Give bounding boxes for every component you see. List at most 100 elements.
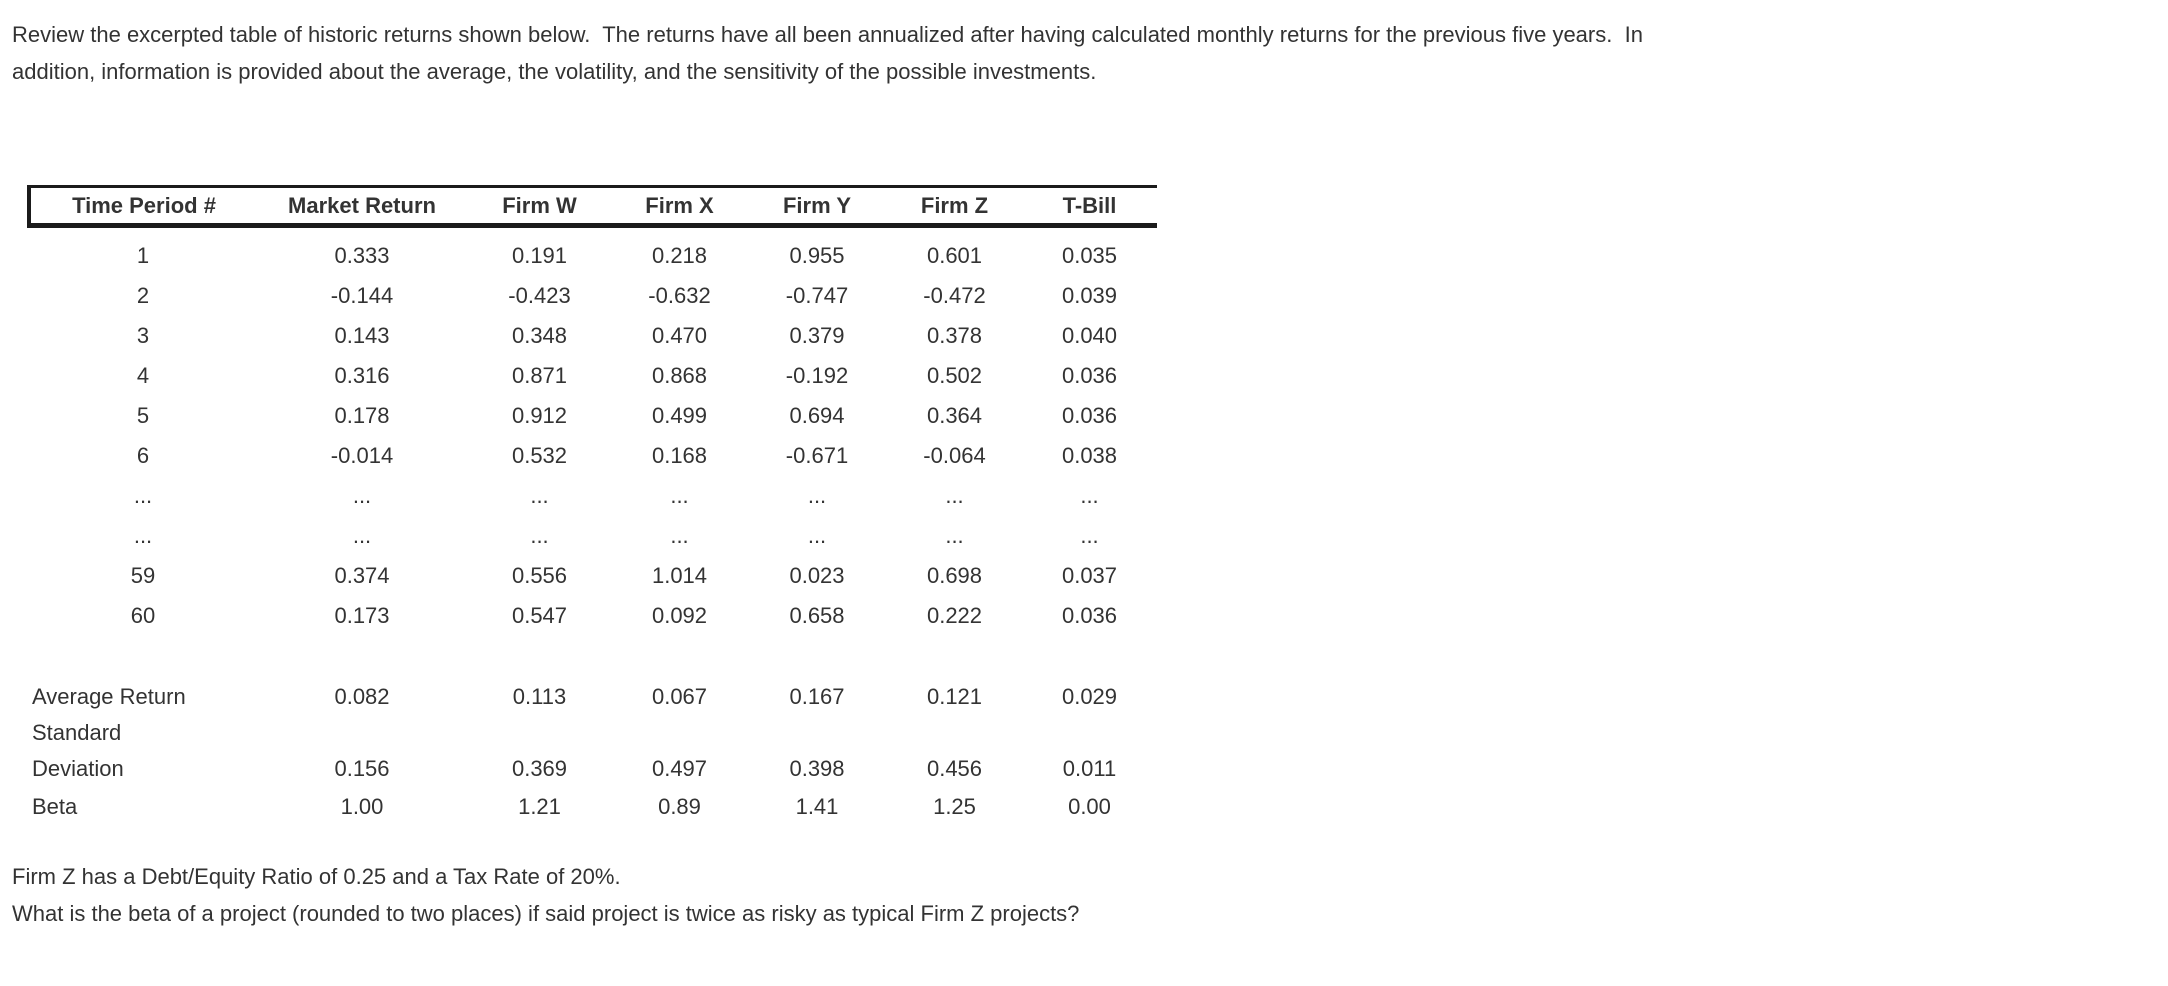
table-cell: 0.868 xyxy=(651,363,708,388)
summary-cell: 0.398 xyxy=(789,756,845,781)
table-cell: 0.040 xyxy=(1061,323,1118,348)
table-cell: 0.038 xyxy=(1061,443,1118,468)
summary-label: Standard xyxy=(32,720,122,745)
column-header: Firm W xyxy=(467,185,612,228)
summary-cell: 1.00 xyxy=(340,794,384,819)
table-cell: ... xyxy=(1080,483,1099,508)
summary-cell xyxy=(747,715,887,751)
summary-cell: 0.167 xyxy=(789,684,845,709)
footer-line-2: What is the beta of a project (rounded t… xyxy=(12,901,1080,926)
table-cell: 0.036 xyxy=(1061,603,1118,628)
summary-cell: 1.21 xyxy=(518,794,561,819)
table-cell: 0.316 xyxy=(334,363,390,388)
table-cell: 0.222 xyxy=(926,603,983,628)
table-cell: 0.532 xyxy=(511,443,568,468)
header-row: Time Period # Market Return Firm W Firm X Fi… xyxy=(27,185,1157,228)
table-cell: ... xyxy=(945,523,964,548)
table-cell: 0.036 xyxy=(1061,403,1118,428)
table-cell: 0.173 xyxy=(334,603,390,628)
table-cell: 0.871 xyxy=(511,363,568,388)
table-cell: ... xyxy=(352,523,372,548)
table-cell: ... xyxy=(670,483,689,508)
table-cell: 0.218 xyxy=(651,243,708,268)
table-row: 6 -0.014 0.532 0.168 -0.671 -0.064 0.038 xyxy=(29,436,1157,476)
question-footer: Firm Z has a Debt/Equity Ratio of 0.25 a… xyxy=(12,858,1079,932)
table-cell: ... xyxy=(807,483,827,508)
table-row: 3 0.143 0.348 0.470 0.379 0.378 0.040 xyxy=(29,316,1157,356)
table-cell: 0.658 xyxy=(789,603,845,628)
table-row: ..................... xyxy=(29,476,1157,516)
summary-row: Beta 1.00 1.21 0.89 1.41 1.25 0.00 xyxy=(29,787,1157,827)
summary-row: Standard xyxy=(29,715,1157,751)
table-row: 4 0.316 0.871 0.868 -0.192 0.502 0.036 xyxy=(29,356,1157,396)
table-cell: 0.379 xyxy=(789,323,845,348)
intro-line-2: addition, information is provided about … xyxy=(12,59,1097,84)
table-cell: ... xyxy=(133,523,153,548)
spacer-row xyxy=(29,636,1157,679)
table-cell: 0.168 xyxy=(651,443,708,468)
table-cell: 0.039 xyxy=(1061,283,1118,308)
footer-line-1: Firm Z has a Debt/Equity Ratio of 0.25 a… xyxy=(12,864,621,889)
column-header: T-Bill xyxy=(1022,185,1157,228)
table-cell: 0.698 xyxy=(926,563,983,588)
summary-row: Deviation 0.156 0.369 0.497 0.398 0.456 0.011 xyxy=(29,751,1157,787)
summary-label: Beta xyxy=(32,794,78,819)
summary-cell: 0.156 xyxy=(334,756,390,781)
column-header: Firm Z xyxy=(887,185,1022,228)
table-cell: 0.037 xyxy=(1061,563,1118,588)
table-cell: ... xyxy=(807,523,827,548)
table-cell: -0.671 xyxy=(785,443,849,468)
table-cell: 0.955 xyxy=(789,243,845,268)
table-cell: 0.499 xyxy=(651,403,708,428)
table-cell: ... xyxy=(352,483,372,508)
summary-label: Deviation xyxy=(32,756,124,781)
table-cell: 5 xyxy=(136,403,150,428)
summary-cell: 0.121 xyxy=(926,684,983,709)
spacer-row xyxy=(29,226,1157,237)
table-cell: 0.333 xyxy=(334,243,390,268)
table-row: 1 0.333 0.191 0.218 0.955 0.601 0.035 xyxy=(29,236,1157,276)
table-cell: 0.036 xyxy=(1061,363,1118,388)
table-cell: 0.601 xyxy=(926,243,983,268)
returns-table-body: 1 0.333 0.191 0.218 0.955 0.601 0.035 2 -0.144 -0… xyxy=(29,226,1157,828)
summary-cell xyxy=(887,715,1022,751)
summary-cell: 1.25 xyxy=(933,794,976,819)
summary-cell xyxy=(612,715,747,751)
summary-cell: 0.011 xyxy=(1062,756,1117,781)
table-cell: 0.348 xyxy=(511,323,568,348)
table-cell: -0.014 xyxy=(330,443,394,468)
table-cell: 2 xyxy=(136,283,150,308)
column-header: Firm Y xyxy=(747,185,887,228)
table-cell: 4 xyxy=(136,363,150,388)
table-cell: ... xyxy=(530,483,549,508)
summary-row: Average Return 0.082 0.113 0.067 0.167 0.121 0… xyxy=(29,679,1157,715)
table-cell: ... xyxy=(530,523,549,548)
question-intro: Review the excerpted table of historic r… xyxy=(12,16,1643,90)
table-cell: 0.374 xyxy=(334,563,390,588)
table-cell: -0.747 xyxy=(785,283,849,308)
intro-line-1: Review the excerpted table of historic r… xyxy=(12,22,1643,47)
table-cell: 1.014 xyxy=(651,563,708,588)
summary-label: Average Return xyxy=(32,684,186,709)
table-cell: 0.556 xyxy=(511,563,568,588)
table-cell: 0.470 xyxy=(651,323,708,348)
returns-table-header: Time Period # Market Return Firm W Firm X Fi… xyxy=(27,185,1157,228)
table-cell: 59 xyxy=(130,563,156,588)
table-cell: -0.472 xyxy=(923,283,986,308)
summary-cell: 0.082 xyxy=(334,684,390,709)
summary-cell xyxy=(257,715,467,751)
summary-cell: 1.41 xyxy=(795,794,839,819)
table-cell: 3 xyxy=(136,323,150,348)
table-cell: -0.192 xyxy=(785,363,849,388)
summary-cell: 0.00 xyxy=(1068,794,1111,819)
table-cell: ... xyxy=(133,483,153,508)
table-cell: 60 xyxy=(130,603,156,628)
table-cell: 0.378 xyxy=(926,323,983,348)
table-cell: 0.092 xyxy=(651,603,708,628)
table-row: 59 0.374 0.556 1.014 0.023 0.698 0.037 xyxy=(29,556,1157,596)
summary-cell: 0.067 xyxy=(651,684,708,709)
table-cell: 0.035 xyxy=(1061,243,1118,268)
summary-cell: 0.497 xyxy=(651,756,708,781)
table-cell: -0.064 xyxy=(923,443,986,468)
table-cell: 0.178 xyxy=(334,403,390,428)
